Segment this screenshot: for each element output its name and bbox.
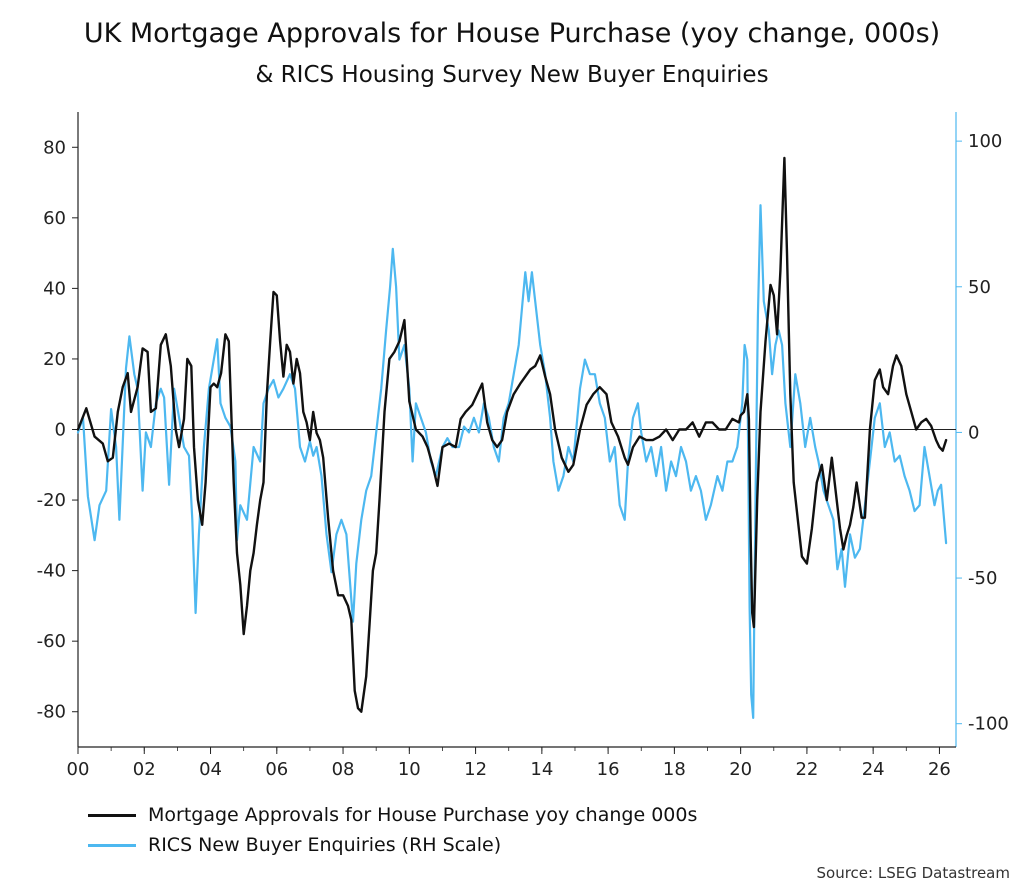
x-tick-label: 06	[265, 759, 288, 780]
legend-entry-rics: RICS New Buyer Enquiries (RH Scale)	[88, 830, 697, 860]
x-tick-label: 08	[332, 759, 355, 780]
y-right-tick-label: -100	[968, 714, 1009, 735]
y-right-tick-label: -50	[968, 568, 997, 589]
x-tick-label: 18	[663, 759, 686, 780]
y-left-tick-label: -80	[37, 702, 66, 723]
series-line-mortgage	[76, 156, 948, 713]
x-tick-label: 26	[928, 759, 951, 780]
chart-legend: Mortgage Approvals for House Purchase yo…	[88, 800, 697, 860]
y-left-tick-label: 40	[43, 278, 66, 299]
x-tick-label: 14	[530, 759, 553, 780]
y-left-tick-label: -20	[37, 490, 66, 511]
legend-label-rics: RICS New Buyer Enquiries (RH Scale)	[148, 834, 502, 856]
x-tick-label: 00	[67, 759, 90, 780]
legend-swatch-mortgage	[88, 813, 136, 817]
legend-entry-mortgage: Mortgage Approvals for House Purchase yo…	[88, 800, 697, 830]
y-left-tick-label: 80	[43, 137, 66, 158]
x-tick-label: 04	[199, 759, 222, 780]
x-tick-label: 20	[729, 759, 752, 780]
source-note: Source: LSEG Datastream	[816, 864, 1010, 882]
chart-title: UK Mortgage Approvals for House Purchase…	[83, 18, 941, 49]
y-left-tick-label: -60	[37, 631, 66, 652]
y-left-tick-label: 20	[43, 349, 66, 370]
x-tick-label: 10	[398, 759, 421, 780]
y-right-tick-label: 50	[968, 277, 991, 298]
y-right-tick-label: 100	[968, 131, 1002, 152]
series-line-rics	[76, 204, 948, 719]
x-tick-label: 16	[597, 759, 620, 780]
x-tick-label: 02	[133, 759, 156, 780]
chart-subtitle: & RICS Housing Survey New Buyer Enquirie…	[255, 62, 769, 88]
y-left-tick-label: 60	[43, 208, 66, 229]
x-tick-label: 24	[862, 759, 885, 780]
y-left-tick-label: 0	[55, 420, 66, 441]
y-right-tick-label: 0	[968, 422, 979, 443]
y-left-tick-label: -40	[37, 561, 66, 582]
legend-swatch-rics	[88, 843, 136, 847]
x-tick-label: 22	[795, 759, 818, 780]
x-tick-label: 12	[464, 759, 487, 780]
legend-label-mortgage: Mortgage Approvals for House Purchase yo…	[148, 804, 698, 826]
